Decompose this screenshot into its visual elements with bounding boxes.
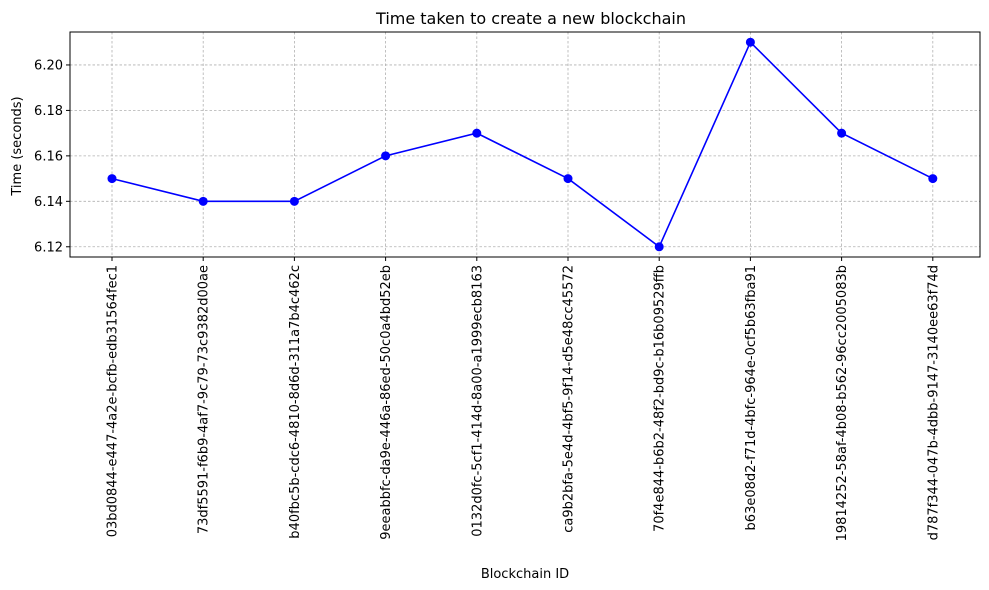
x-axis-label: Blockchain ID (481, 567, 569, 582)
y-tick-label: 6.14 (34, 195, 63, 210)
grid (70, 32, 980, 257)
x-tick-label: 73df5591-f6b9-4af7-9c79-73c9382d00ae (197, 265, 212, 534)
y-tick-label: 6.18 (34, 104, 63, 119)
y-axis-label: Time (seconds) (10, 96, 25, 196)
x-axis-ticks: 03bd0844-e447-4a2e-bcfb-edb31564fec1 73df… (106, 257, 941, 541)
x-tick-label: b40fbc5b-cdc6-4810-8d6d-311a7b4c462c (288, 265, 303, 539)
x-tick-label: d787f344-047b-4dbb-9147-3140ee63f74d (926, 265, 941, 540)
y-tick-label: 6.16 (34, 149, 63, 164)
x-tick-label: ca9b2bfa-5e4d-4bf5-9f14-d5e48cc45572 (562, 265, 577, 533)
x-tick-label: 9eeabbfc-da9e-446a-86ed-50c0a4bd52eb (379, 265, 394, 540)
data-point (381, 151, 391, 161)
axes (69, 31, 981, 258)
y-axis-ticks: 6.12 6.14 6.16 6.18 6.20 (34, 58, 70, 255)
data-point (837, 128, 847, 138)
data-point (654, 242, 664, 252)
plot-frame (69, 31, 981, 258)
data-point (107, 174, 117, 184)
data-point (745, 37, 755, 47)
data-point (928, 174, 938, 184)
series-line (111, 40, 934, 249)
x-tick-label: 0132d0fc-5cf1-414d-8a00-a1999ecb8163 (470, 265, 485, 537)
x-tick-label: 19814252-58af-4b08-b562-96cc2005083b (835, 265, 850, 541)
chart-title: Time taken to create a new blockchain (375, 9, 686, 28)
series-line-layer (111, 40, 934, 249)
y-tick-label: 6.12 (34, 240, 63, 255)
data-point (289, 196, 299, 206)
y-tick-label: 6.20 (34, 58, 63, 73)
data-point (198, 196, 208, 206)
x-tick-label: 70f4e844-b6b2-48f2-bd9c-b16b09529ffb (653, 265, 668, 532)
data-point-layer (107, 37, 938, 252)
data-point (563, 174, 573, 184)
data-point (472, 128, 482, 138)
x-tick-label: b63e08d2-f71d-4bfc-964e-0cf5b63fba91 (744, 265, 759, 530)
x-tick-label: 03bd0844-e447-4a2e-bcfb-edb31564fec1 (106, 265, 121, 537)
